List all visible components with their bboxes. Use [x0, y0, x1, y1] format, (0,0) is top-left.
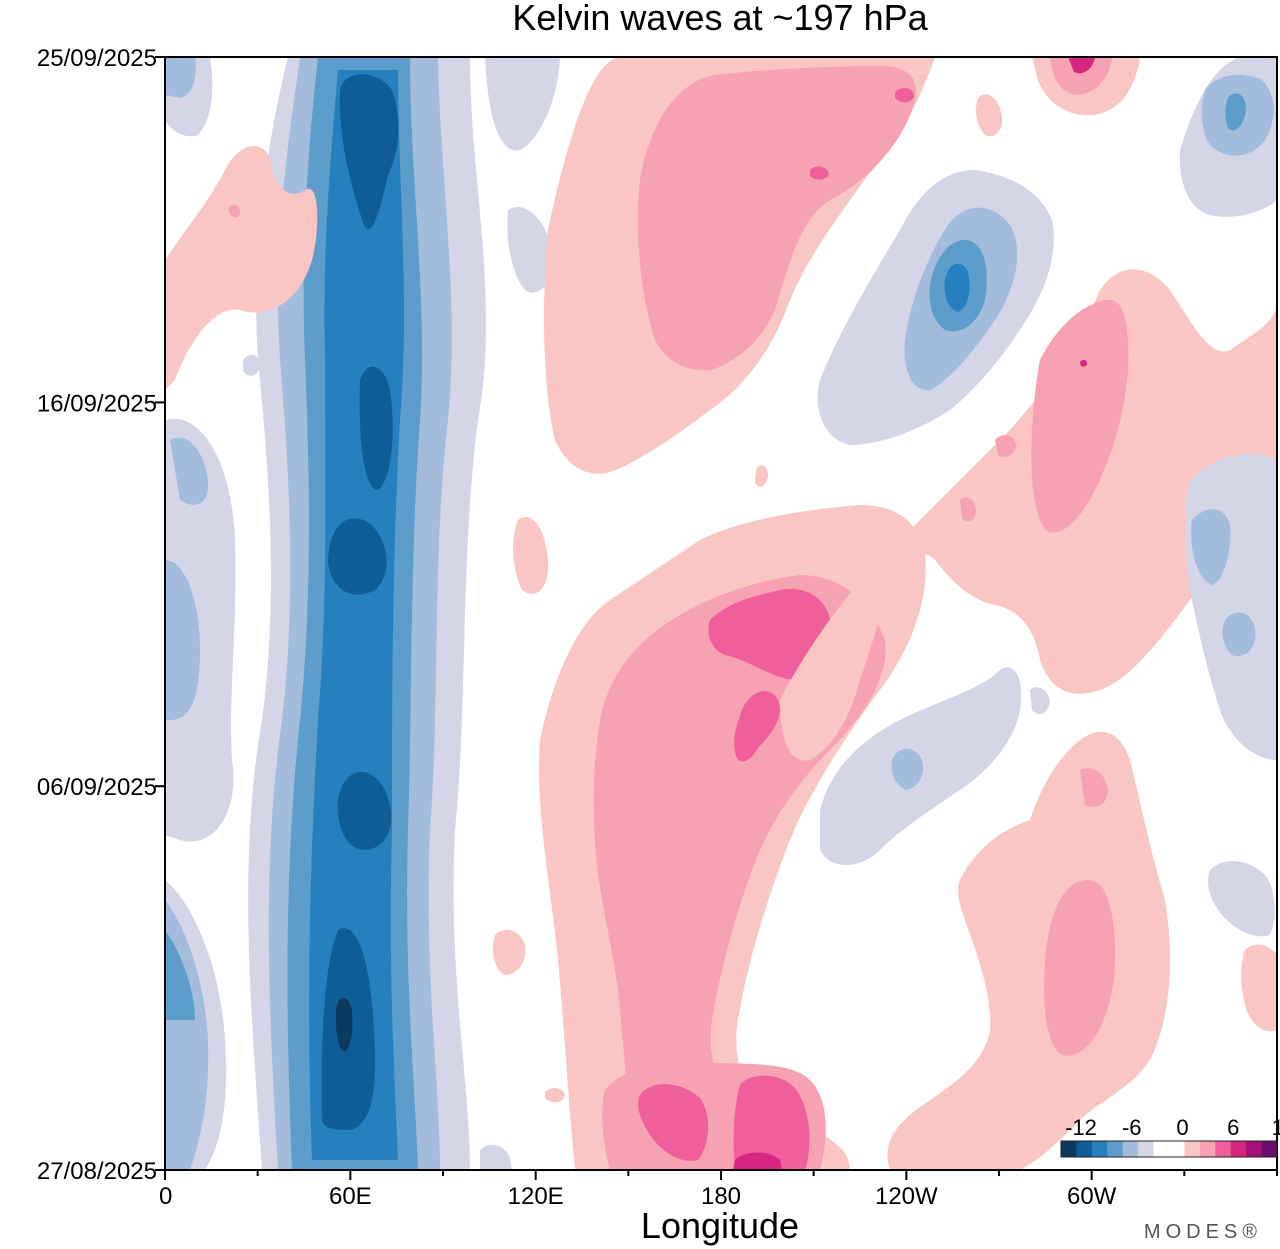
- neg-band-level-10-b: [337, 771, 392, 851]
- colorbar-swatch: [1138, 1141, 1155, 1157]
- small-speckles: [243, 354, 768, 1170]
- colorbar-swatch: [1091, 1141, 1108, 1157]
- colorbar-swatch: [1061, 1141, 1077, 1157]
- y-tick-label: 16/09/2025: [37, 390, 157, 417]
- colorbar-label: 6: [1227, 1115, 1239, 1140]
- chart-title: Kelvin waves at ~197 hPa: [512, 0, 928, 38]
- y-tick-label: 06/09/2025: [37, 774, 157, 801]
- x-tick-label: 120E: [508, 1183, 564, 1210]
- modes-watermark: MODES®: [1144, 1221, 1262, 1243]
- x-tick-label: 60E: [329, 1183, 372, 1210]
- heatmap-field: [165, 57, 1277, 1170]
- colorbar-swatch: [1184, 1141, 1201, 1157]
- y-axis: 27/08/2025 06/09/2025 16/09/2025 25/09/2025: [37, 45, 165, 1185]
- negative-patches-west: [165, 57, 560, 1170]
- y-tick-label: 27/08/2025: [37, 1158, 157, 1185]
- colorbar-frame: [1060, 1140, 1278, 1158]
- colorbar-swatch: [1199, 1141, 1216, 1157]
- x-tick-label: 120W: [875, 1183, 938, 1210]
- neg-band-level-8: [309, 70, 404, 1160]
- x-axis: 0 60E 120E 180 120W 60W: [159, 1170, 1278, 1210]
- colorbar-label: -12: [1065, 1115, 1097, 1140]
- colorbar-swatch: [1169, 1141, 1185, 1157]
- negative-band-60e: [248, 57, 487, 1170]
- negative-anomaly-130w: [817, 57, 1277, 937]
- colorbar-swatch: [1107, 1141, 1124, 1157]
- colorbar-label: -6: [1122, 1115, 1142, 1140]
- colorbar-swatch: [1153, 1141, 1170, 1157]
- y-tick-label: 25/09/2025: [37, 45, 157, 72]
- neg-band-level-10-c: [328, 518, 387, 595]
- colorbar-label: 12: [1272, 1115, 1280, 1140]
- colorbar-swatch: [1215, 1141, 1232, 1157]
- colorbar: -12 -6 0 6 12: [1060, 1115, 1280, 1158]
- x-axis-title: Longitude: [641, 1205, 799, 1246]
- x-tick-label: 180: [701, 1183, 741, 1210]
- colorbar-swatch: [1246, 1141, 1263, 1157]
- colorbar-label: 0: [1176, 1115, 1188, 1140]
- colorbar-swatch: [1076, 1141, 1093, 1157]
- colorbar-swatch: [1122, 1141, 1139, 1157]
- x-tick-label: 0: [159, 1183, 172, 1210]
- neg-band-level-12: [335, 997, 353, 1052]
- colorbar-swatch: [1261, 1141, 1278, 1157]
- colorbar-swatch: [1230, 1141, 1247, 1157]
- positive-region-east: [165, 57, 1277, 1170]
- neg-band-level-10-d: [359, 366, 393, 490]
- x-tick-label: 60W: [1067, 1183, 1117, 1210]
- neg-band-level-10-e: [339, 74, 399, 229]
